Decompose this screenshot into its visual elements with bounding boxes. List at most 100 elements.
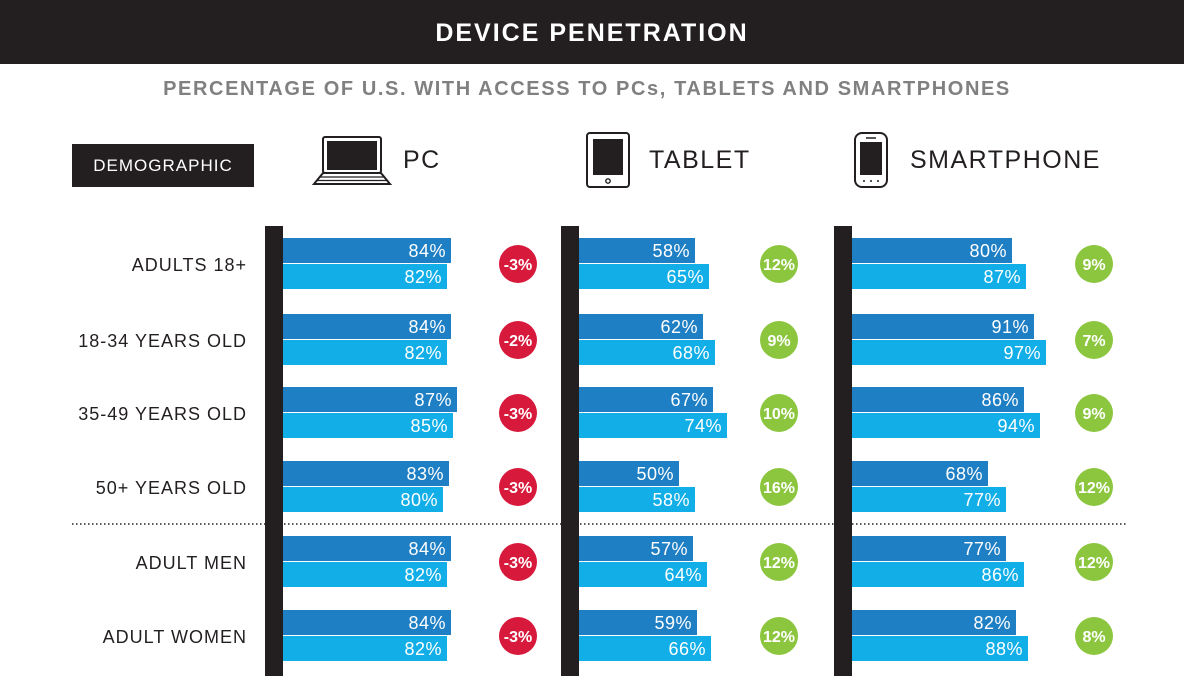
bar-value-label: 67% bbox=[670, 390, 708, 410]
change-badge-pc bbox=[499, 321, 537, 359]
change-badge-label: 12% bbox=[763, 629, 795, 646]
bar-smartphone-dark bbox=[852, 238, 1012, 263]
category-label: 35-49 YEARS OLD bbox=[78, 404, 247, 424]
change-badge-label: 9% bbox=[1082, 406, 1105, 423]
bar-smartphone-light bbox=[852, 636, 1028, 661]
bar-pc-dark bbox=[283, 536, 451, 561]
change-badge-label: 9% bbox=[767, 333, 790, 350]
demographic-header: DEMOGRAPHIC bbox=[72, 144, 254, 187]
bar-smartphone-light bbox=[852, 487, 1006, 512]
bar-value-label: 58% bbox=[652, 241, 690, 261]
bar-value-label: 82% bbox=[404, 639, 442, 659]
bar-pc-dark bbox=[283, 238, 451, 263]
bar-value-label: 66% bbox=[668, 639, 706, 659]
bar-value-label: 94% bbox=[997, 416, 1035, 436]
change-badge-label: -3% bbox=[504, 555, 532, 572]
bar-value-label: 84% bbox=[408, 317, 446, 337]
bar-smartphone-light bbox=[852, 340, 1046, 365]
change-badge-pc bbox=[499, 245, 537, 283]
bar-value-label: 50% bbox=[636, 464, 674, 484]
bar-value-label: 87% bbox=[983, 267, 1021, 287]
change-badge-label: -3% bbox=[504, 406, 532, 423]
bar-value-label: 77% bbox=[963, 490, 1001, 510]
change-badge-tablet bbox=[760, 394, 798, 432]
bar-pc-light bbox=[283, 487, 443, 512]
bar-value-label: 82% bbox=[973, 613, 1011, 633]
bar-smartphone-light bbox=[852, 413, 1040, 438]
tablet-icon bbox=[586, 132, 630, 188]
column-label-smartphone: SMARTPHONE bbox=[910, 146, 1101, 174]
change-badge-pc bbox=[499, 394, 537, 432]
bar-value-label: 68% bbox=[672, 343, 710, 363]
bar-smartphone-dark bbox=[852, 536, 1006, 561]
bar-pc-dark bbox=[283, 314, 451, 339]
change-badge-tablet bbox=[760, 617, 798, 655]
category-label: 18-34 YEARS OLD bbox=[78, 331, 247, 351]
change-badge-pc bbox=[499, 543, 537, 581]
change-badge-label: 12% bbox=[763, 257, 795, 274]
change-badge-label: -2% bbox=[504, 333, 532, 350]
bar-value-label: 64% bbox=[664, 565, 702, 585]
bar-tablet-light bbox=[579, 562, 707, 587]
bar-pc-light bbox=[283, 264, 447, 289]
bar-pc-dark bbox=[283, 610, 451, 635]
change-badge-smartphone bbox=[1075, 617, 1113, 655]
bar-value-label: 88% bbox=[985, 639, 1023, 659]
bar-value-label: 84% bbox=[408, 241, 446, 261]
bar-pc-dark bbox=[283, 387, 457, 412]
bar-value-label: 82% bbox=[404, 565, 442, 585]
axis-rule-pc bbox=[265, 226, 283, 676]
bar-smartphone-dark bbox=[852, 610, 1016, 635]
change-badge-tablet bbox=[760, 468, 798, 506]
change-badge-smartphone bbox=[1075, 468, 1113, 506]
axis-rule-smartphone bbox=[834, 226, 852, 676]
bar-tablet-light bbox=[579, 487, 695, 512]
bar-value-label: 85% bbox=[410, 416, 448, 436]
page-title: DEVICE PENETRATION bbox=[0, 0, 1184, 64]
column-label-pc: PC bbox=[403, 146, 441, 174]
bar-pc-light bbox=[283, 562, 447, 587]
bar-pc-dark bbox=[283, 461, 449, 486]
bar-value-label: 58% bbox=[652, 490, 690, 510]
bar-value-label: 97% bbox=[1003, 343, 1041, 363]
bar-tablet-dark bbox=[579, 536, 693, 561]
change-badge-label: 8% bbox=[1082, 629, 1105, 646]
change-badge-label: -3% bbox=[504, 257, 532, 274]
category-label: 50+ YEARS OLD bbox=[96, 478, 247, 498]
bar-value-label: 86% bbox=[981, 390, 1019, 410]
bar-value-label: 62% bbox=[660, 317, 698, 337]
bar-pc-light bbox=[283, 636, 447, 661]
bar-tablet-light bbox=[579, 636, 711, 661]
bar-value-label: 80% bbox=[400, 490, 438, 510]
bar-tablet-dark bbox=[579, 314, 703, 339]
change-badge-label: 7% bbox=[1082, 333, 1105, 350]
bar-value-label: 82% bbox=[404, 267, 442, 287]
bar-tablet-dark bbox=[579, 610, 697, 635]
change-badge-label: 9% bbox=[1082, 257, 1105, 274]
change-badge-label: 12% bbox=[1078, 555, 1110, 572]
change-badge-pc bbox=[499, 617, 537, 655]
change-badge-label: -3% bbox=[504, 629, 532, 646]
category-label: ADULTS 18+ bbox=[132, 255, 247, 275]
change-badge-smartphone bbox=[1075, 394, 1113, 432]
bar-tablet-dark bbox=[579, 238, 695, 263]
bar-smartphone-light bbox=[852, 264, 1026, 289]
bar-tablet-light bbox=[579, 264, 709, 289]
bar-value-label: 65% bbox=[666, 267, 704, 287]
change-badge-smartphone bbox=[1075, 543, 1113, 581]
page-subtitle: PERCENTAGE OF U.S. WITH ACCESS TO PCs, T… bbox=[163, 78, 1011, 100]
bar-smartphone-dark bbox=[852, 314, 1034, 339]
bar-value-label: 83% bbox=[406, 464, 444, 484]
bar-tablet-light bbox=[579, 340, 715, 365]
change-badge-label: 12% bbox=[1078, 480, 1110, 497]
bar-tablet-light bbox=[579, 413, 727, 438]
bar-value-label: 59% bbox=[654, 613, 692, 633]
bar-value-label: 68% bbox=[945, 464, 983, 484]
laptop-icon bbox=[312, 136, 392, 185]
bar-smartphone-light bbox=[852, 562, 1024, 587]
change-badge-label: 10% bbox=[763, 406, 795, 423]
bar-value-label: 84% bbox=[408, 613, 446, 633]
bar-value-label: 74% bbox=[684, 416, 722, 436]
bar-smartphone-dark bbox=[852, 461, 988, 486]
